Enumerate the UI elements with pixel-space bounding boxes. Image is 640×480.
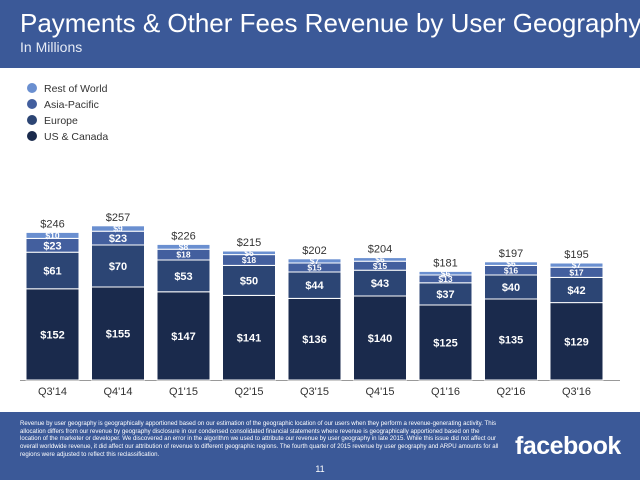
x-tick-label-q3-15: Q3'15 [300, 386, 329, 398]
data-label-europe-q3-16: $42 [567, 285, 585, 297]
bar-segment-rest-of-world-q1-15 [156, 243, 211, 250]
data-label-rest-of-world-q3-14: $10 [45, 230, 59, 240]
chart-title: Payments & Other Fees Revenue by User Ge… [20, 8, 640, 38]
legend: Rest of World Asia-Pacific Europe US & Cana… [27, 83, 108, 143]
x-tick-label-q3-16: Q3'16 [562, 386, 591, 398]
data-label-asia-pacific-q3-16: $17 [569, 267, 583, 277]
chart-subtitle: In Millions [20, 39, 83, 55]
bar-segment-us-canada-q1-15 [156, 291, 211, 381]
data-label-rest-of-world-q2-16: $6 [506, 259, 516, 269]
legend-marker-rest-of-world [27, 83, 37, 93]
bar-segment-rest-of-world-q2-15 [222, 250, 276, 256]
bar-segment-us-canada-q2-15 [222, 294, 276, 381]
legend-marker-asia-pacific [27, 99, 37, 109]
bar-segment-us-canada-q4-15 [353, 295, 407, 381]
data-label-europe-q4-14: $70 [109, 261, 127, 273]
data-label-asia-pacific-q3-14: $23 [43, 240, 61, 252]
total-label-q3-14: $246 [40, 218, 64, 230]
bar-segment-europe-q3-14 [25, 251, 80, 290]
total-label-q4-15: $204 [368, 244, 392, 256]
footnote: Revenue by user geography is geographica… [20, 420, 499, 458]
data-label-rest-of-world-q3-15: $7 [310, 256, 320, 266]
bar-segment-us-canada-q4-14 [91, 286, 145, 381]
header-band: Payments & Other Fees Revenue by User Ge… [0, 0, 640, 68]
bar-segment-europe-q2-15 [222, 264, 276, 296]
data-label-rest-of-world-q4-14: $9 [113, 224, 123, 234]
data-label-us-canada-q2-15: $141 [237, 333, 261, 345]
bar-segment-rest-of-world-q4-15 [353, 257, 407, 262]
x-tick-label-q4-15: Q4'15 [365, 386, 394, 398]
bar-segment-rest-of-world-q2-16 [484, 261, 538, 266]
x-tick-label-q1-16: Q1'16 [431, 386, 460, 398]
total-label-q3-16: $195 [564, 249, 588, 261]
data-label-us-canada-q2-16: $135 [499, 334, 523, 346]
bar-segment-rest-of-world-q3-14 [25, 231, 80, 239]
x-tick-label-q1-15: Q1'15 [169, 386, 198, 398]
data-label-rest-of-world-q3-16: $7 [572, 260, 582, 270]
bar-segment-rest-of-world-q3-16 [549, 262, 604, 268]
legend-label-europe: Europe [44, 115, 78, 127]
total-label-q2-16: $197 [499, 248, 523, 260]
bar-segment-rest-of-world-q3-15 [287, 258, 342, 264]
total-label-q1-15: $226 [171, 230, 195, 242]
total-label-q2-15: $215 [237, 237, 261, 249]
bar-segment-us-canada-q3-16 [549, 302, 604, 381]
chart-area: Rest of World Asia-Pacific Europe US & Cana… [0, 68, 640, 408]
page-number: 11 [315, 464, 325, 474]
data-label-europe-q1-16: $37 [436, 289, 454, 301]
data-label-us-canada-q3-15: $136 [302, 334, 326, 346]
legend-label-asia-pacific: Asia-Pacific [44, 99, 99, 111]
data-label-rest-of-world-q4-15: $6 [375, 254, 385, 264]
data-label-us-canada-q4-15: $140 [368, 333, 392, 345]
x-tick-label-q2-16: Q2'16 [496, 386, 525, 398]
bar-segment-europe-q4-14 [91, 244, 145, 288]
data-label-europe-q2-15: $50 [240, 275, 258, 287]
bar-segment-us-canada-q3-14 [25, 288, 80, 381]
bar-segment-europe-q1-15 [156, 259, 211, 293]
data-label-us-canada-q3-14: $152 [40, 329, 64, 341]
data-label-us-canada-q3-16: $129 [564, 336, 588, 348]
data-label-asia-pacific-q3-15: $15 [307, 263, 321, 273]
data-label-rest-of-world-q1-15: $8 [179, 242, 189, 252]
x-tick-label-q4-14: Q4'14 [103, 386, 132, 398]
data-label-europe-q3-15: $44 [305, 280, 324, 292]
x-tick-label-q3-14: Q3'14 [38, 386, 67, 398]
total-label-q3-15: $202 [302, 245, 326, 257]
total-label-q1-16: $181 [433, 257, 457, 269]
data-label-asia-pacific-q4-15: $15 [373, 261, 387, 271]
bar-segment-europe-q4-15 [353, 269, 407, 297]
legend-marker-europe [27, 115, 37, 125]
total-label-q4-14: $257 [106, 212, 130, 224]
data-label-asia-pacific-q1-15: $18 [176, 250, 190, 260]
x-tick-label-q2-15: Q2'15 [234, 386, 263, 398]
data-label-asia-pacific-q2-15: $18 [242, 255, 256, 265]
data-label-asia-pacific-q2-16: $16 [504, 265, 518, 275]
facebook-logo: facebook [515, 432, 621, 460]
data-label-asia-pacific-q4-14: $23 [109, 233, 127, 245]
data-label-rest-of-world-q2-15: $6 [244, 248, 254, 258]
legend-label-rest-of-world: Rest of World [44, 83, 108, 95]
bar-segment-us-canada-q1-16 [418, 304, 473, 381]
data-label-us-canada-q4-14: $155 [106, 328, 130, 340]
bar-segment-rest-of-world-q1-16 [418, 270, 473, 276]
legend-label-us-canada: US & Canada [44, 131, 108, 143]
data-label-europe-q4-15: $43 [371, 278, 389, 290]
data-label-europe-q1-15: $53 [174, 271, 192, 283]
data-label-europe-q3-14: $61 [43, 265, 61, 277]
data-label-us-canada-q1-16: $125 [433, 337, 457, 349]
bar-segment-rest-of-world-q4-14 [91, 225, 145, 232]
bar-segment-europe-q3-15 [287, 271, 342, 299]
legend-marker-us-canada [27, 131, 37, 141]
footer-band: Revenue by user geography is geographica… [0, 412, 640, 480]
data-label-europe-q2-16: $40 [502, 282, 520, 294]
stacked-bar-chart: Rest of World Asia-Pacific Europe US & Cana… [20, 83, 620, 398]
data-label-asia-pacific-q1-16: $13 [438, 274, 452, 284]
data-label-us-canada-q1-15: $147 [171, 331, 195, 343]
data-label-rest-of-world-q1-16: $6 [441, 268, 451, 278]
